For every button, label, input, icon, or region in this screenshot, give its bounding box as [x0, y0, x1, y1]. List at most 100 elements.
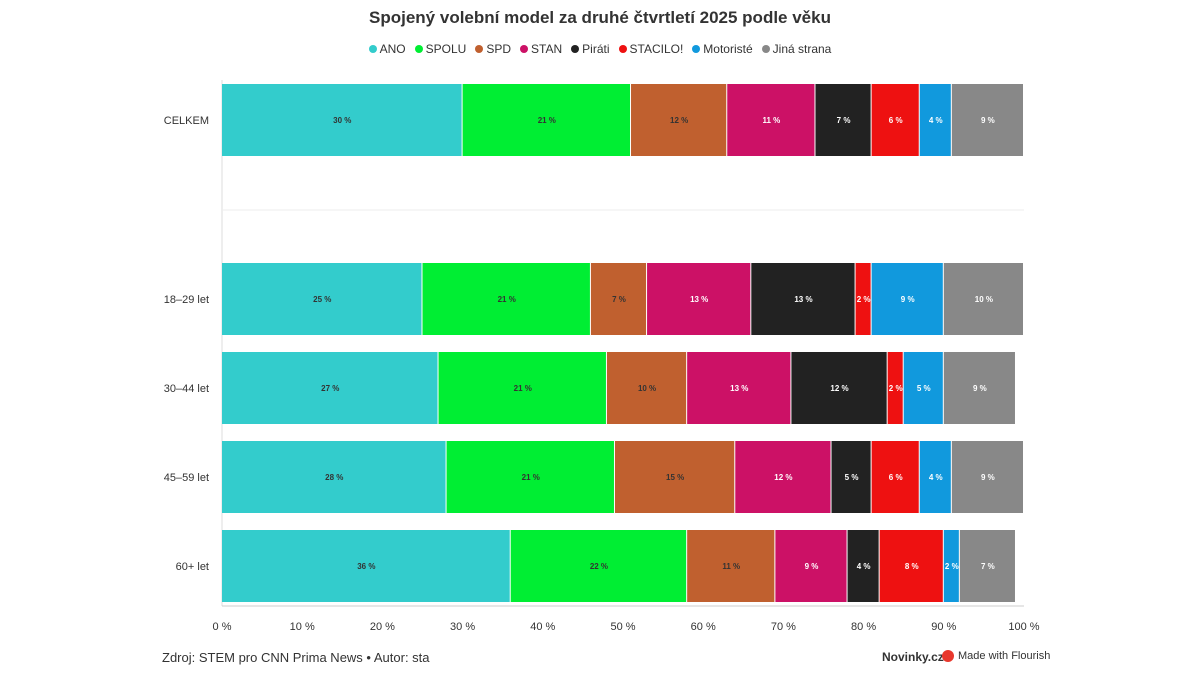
bar-segment[interactable] [951, 441, 1023, 513]
bar-segment[interactable] [647, 263, 751, 335]
legend-swatch [520, 45, 529, 53]
bar-segment[interactable] [919, 84, 951, 156]
x-tick-label: 100 % [1008, 621, 1039, 633]
bar-segment[interactable] [438, 352, 606, 424]
x-tick-label: 80 % [851, 621, 876, 633]
bar-segment[interactable] [462, 84, 631, 156]
brand-logo: Novinky.cz [882, 650, 944, 664]
legend-item[interactable]: Jiná strana [761, 42, 832, 56]
bar-segment[interactable] [943, 263, 1023, 335]
bar-segment[interactable] [222, 441, 446, 513]
bar-segment[interactable] [687, 352, 791, 424]
data-label: 9 % [981, 116, 995, 125]
x-tick-label: 20 % [370, 621, 395, 633]
data-label: 13 % [794, 295, 812, 304]
legend-label: Piráti [582, 42, 610, 56]
bar-segment[interactable] [943, 530, 959, 602]
data-label: 25 % [313, 295, 331, 304]
legend-label: Jiná strana [772, 42, 832, 56]
bar-segment[interactable] [871, 84, 919, 156]
x-tick-label: 30 % [450, 621, 475, 633]
bar-segment[interactable] [446, 441, 614, 513]
bar-segment[interactable] [847, 530, 879, 602]
x-tick-label: 50 % [610, 621, 635, 633]
bar-segment[interactable] [871, 263, 943, 335]
bar-segment[interactable] [590, 263, 647, 335]
x-tick-label: 40 % [530, 621, 555, 633]
bar-segment[interactable] [614, 441, 735, 513]
bar-segment[interactable] [727, 84, 815, 156]
bar-segment[interactable] [919, 441, 951, 513]
bar-segment[interactable] [791, 352, 887, 424]
legend-item[interactable]: Piráti [571, 42, 610, 56]
legend-item[interactable]: STACILO! [618, 42, 683, 56]
legend-label: Motoristé [703, 42, 753, 56]
chart-title: Spojený volební model za druhé čtvrtletí… [369, 8, 831, 27]
data-label: 5 % [845, 473, 859, 482]
data-label: 27 % [321, 384, 339, 393]
data-label: 9 % [981, 473, 995, 482]
bar-segment[interactable] [879, 530, 943, 602]
bar-segment[interactable] [222, 530, 510, 602]
made-with-flourish-link[interactable]: Made with Flourish [942, 650, 1050, 662]
data-label: 22 % [590, 562, 608, 571]
legend-swatch [761, 45, 770, 53]
made-with-flourish-label: Made with Flourish [958, 650, 1051, 662]
legend-item[interactable]: ANO [368, 42, 406, 56]
data-label: 21 % [522, 473, 540, 482]
data-label: 15 % [666, 473, 684, 482]
legend-item[interactable]: Motoristé [692, 42, 753, 56]
data-label: 13 % [690, 295, 708, 304]
bar-segment[interactable] [959, 530, 1015, 602]
bar-segment[interactable] [831, 441, 871, 513]
bar-segment[interactable] [751, 263, 855, 335]
data-label: 10 % [638, 384, 656, 393]
bar-segment[interactable] [422, 263, 590, 335]
data-label: 21 % [514, 384, 532, 393]
bar-segment[interactable] [222, 263, 422, 335]
data-label: 28 % [325, 473, 343, 482]
x-tick-label: 0 % [213, 621, 232, 633]
bar-segment[interactable] [222, 352, 438, 424]
legend-label: SPD [486, 42, 512, 56]
data-label: 9 % [901, 295, 915, 304]
data-label: 21 % [498, 295, 516, 304]
data-label: 9 % [805, 562, 819, 571]
bar-segment[interactable] [775, 530, 847, 602]
data-label: 12 % [670, 116, 688, 125]
legend-item[interactable]: STAN [520, 42, 562, 56]
x-tick-label: 60 % [691, 621, 716, 633]
bar-segment[interactable] [855, 263, 871, 335]
data-label: 9 % [973, 384, 987, 393]
legend-swatch [414, 45, 423, 53]
legend-swatch [475, 45, 484, 53]
bar-segment[interactable] [510, 530, 687, 602]
data-label: 4 % [857, 562, 871, 571]
category-label: CELKEM [164, 115, 209, 127]
legend-item[interactable]: SPOLU [414, 42, 466, 56]
data-label: 30 % [333, 116, 351, 125]
bar-segment[interactable] [735, 441, 831, 513]
bar-segment[interactable] [943, 352, 1015, 424]
legend: ANO SPOLU SPD STAN Piráti STACILO! Motoristé Ji… [0, 42, 1200, 56]
bar-segment[interactable] [222, 84, 462, 156]
data-label: 2 % [945, 562, 959, 571]
bar-segment[interactable] [903, 352, 943, 424]
bar-segment[interactable] [606, 352, 687, 424]
legend-swatch [618, 45, 627, 53]
bar-segment[interactable] [871, 441, 919, 513]
legend-item[interactable]: SPD [475, 42, 511, 56]
bar-segment[interactable] [951, 84, 1023, 156]
category-label: 60+ let [176, 561, 209, 573]
data-label: 4 % [929, 116, 943, 125]
data-label: 8 % [905, 562, 919, 571]
bar-segment[interactable] [687, 530, 775, 602]
x-tick-label: 90 % [931, 621, 956, 633]
bar-segment[interactable] [887, 352, 903, 424]
bar-segment[interactable] [815, 84, 871, 156]
data-label: 6 % [889, 473, 903, 482]
bar-segment[interactable] [631, 84, 727, 156]
data-label: 4 % [929, 473, 943, 482]
data-label: 2 % [857, 295, 871, 304]
